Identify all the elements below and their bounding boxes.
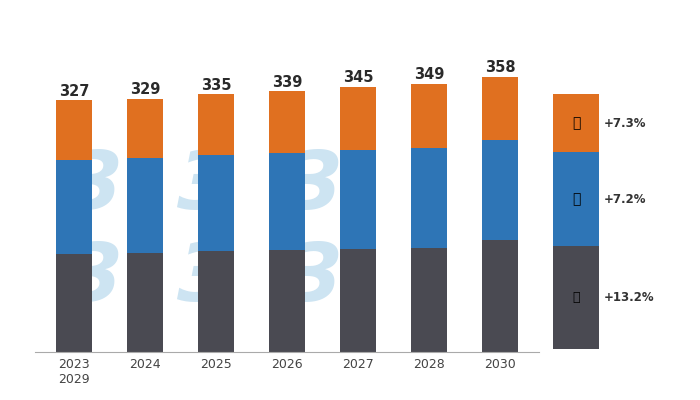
Text: 3: 3 (288, 148, 344, 226)
Bar (127, 99, 164, 158)
Bar (55, 254, 92, 352)
Text: 358: 358 (484, 60, 515, 75)
Bar (340, 150, 377, 249)
Bar (197, 155, 234, 251)
Text: 335: 335 (201, 78, 231, 93)
Text: 329: 329 (130, 82, 160, 97)
Bar (410, 148, 447, 248)
Bar (269, 250, 305, 352)
Text: 3: 3 (177, 240, 233, 318)
Text: 3: 3 (288, 240, 344, 318)
Bar (340, 249, 377, 352)
Bar (127, 158, 164, 253)
Text: 🐖: 🐖 (572, 192, 580, 206)
Text: +7.3%: +7.3% (603, 117, 646, 130)
Bar (553, 246, 599, 349)
Bar (553, 94, 599, 152)
Bar (482, 140, 519, 240)
Bar (340, 87, 377, 150)
Text: 3: 3 (67, 148, 123, 226)
Text: 339: 339 (272, 75, 302, 90)
Text: 327: 327 (59, 84, 89, 99)
Bar (127, 253, 164, 352)
Bar (269, 153, 305, 250)
Text: +7.2%: +7.2% (603, 192, 646, 206)
Bar (269, 91, 305, 153)
Bar (197, 94, 234, 155)
Text: 3: 3 (67, 240, 123, 318)
Bar (197, 251, 234, 352)
Text: 🐄: 🐄 (572, 116, 580, 130)
Bar (55, 160, 92, 254)
Bar (482, 77, 519, 140)
Bar (410, 84, 447, 148)
Bar (55, 100, 92, 160)
Bar (482, 240, 519, 352)
Bar (553, 152, 599, 246)
Bar (410, 248, 447, 352)
Text: 🐔: 🐔 (573, 291, 580, 304)
Text: +13.2%: +13.2% (603, 291, 654, 304)
Text: 349: 349 (414, 67, 444, 82)
Text: 3: 3 (177, 148, 233, 226)
Text: 345: 345 (343, 70, 373, 85)
